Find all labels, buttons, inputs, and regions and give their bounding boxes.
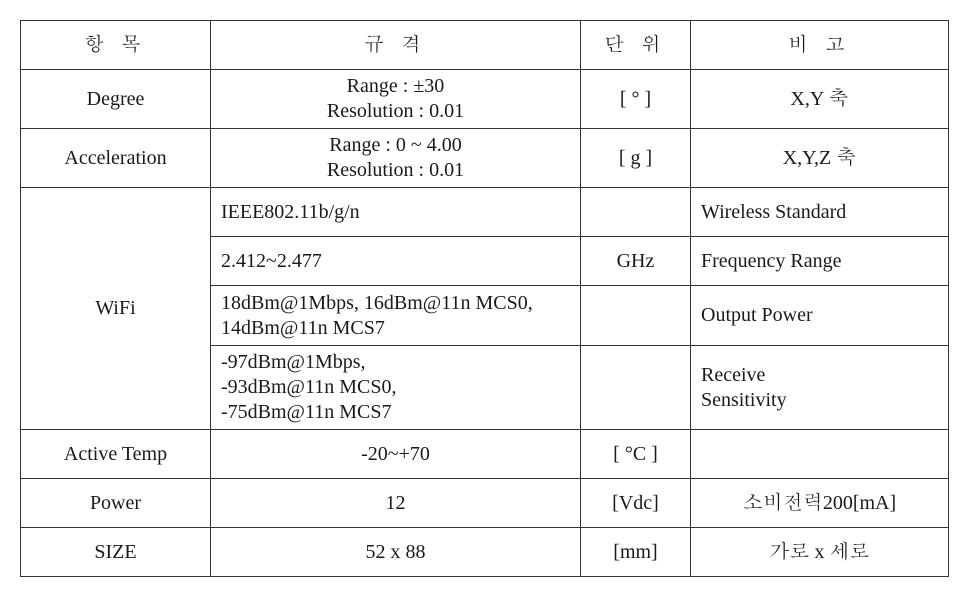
col-header-spec: 규 격 — [211, 21, 581, 70]
spec-line: Resolution : 0.01 — [327, 100, 464, 122]
cell-spec: 18dBm@1Mbps, 16dBm@11n MCS0, 14dBm@11n M… — [211, 286, 581, 346]
cell-unit: [Vdc] — [581, 479, 691, 528]
cell-note: X,Y,Z 축 — [691, 129, 949, 188]
note-line: Receive — [701, 364, 765, 386]
cell-spec: -97dBm@1Mbps, -93dBm@11n MCS0, -75dBm@11… — [211, 346, 581, 430]
spec-line: Range : 0 ~ 4.00 — [329, 134, 461, 156]
spec-line: -97dBm@1Mbps, — [221, 351, 366, 373]
cell-unit — [581, 286, 691, 346]
cell-item: Active Temp — [21, 430, 211, 479]
col-header-item: 항 목 — [21, 21, 211, 70]
cell-spec: 12 — [211, 479, 581, 528]
note-line: Sensitivity — [701, 389, 787, 411]
cell-unit — [581, 346, 691, 430]
cell-note: 가로 x 세로 — [691, 528, 949, 577]
cell-unit: GHz — [581, 237, 691, 286]
spec-table: 항 목 규 격 단 위 비 고 Degree Range : ±30 Resol… — [20, 20, 949, 577]
table-row: Acceleration Range : 0 ~ 4.00 Resolution… — [21, 129, 949, 188]
table-row: Power 12 [Vdc] 소비전력200[mA] — [21, 479, 949, 528]
cell-spec: 2.412~2.477 — [211, 237, 581, 286]
cell-spec: Range : ±30 Resolution : 0.01 — [211, 70, 581, 129]
cell-note — [691, 430, 949, 479]
col-header-unit: 단 위 — [581, 21, 691, 70]
table-row: SIZE 52 x 88 [mm] 가로 x 세로 — [21, 528, 949, 577]
cell-spec: 52 x 88 — [211, 528, 581, 577]
table-row: WiFi IEEE802.11b/g/n Wireless Standard — [21, 188, 949, 237]
cell-note: Frequency Range — [691, 237, 949, 286]
col-header-note: 비 고 — [691, 21, 949, 70]
table-header-row: 항 목 규 격 단 위 비 고 — [21, 21, 949, 70]
cell-spec: IEEE802.11b/g/n — [211, 188, 581, 237]
cell-item: SIZE — [21, 528, 211, 577]
table-row: Active Temp -20~+70 [ °C ] — [21, 430, 949, 479]
cell-note: X,Y 축 — [691, 70, 949, 129]
cell-spec: -20~+70 — [211, 430, 581, 479]
cell-item: Acceleration — [21, 129, 211, 188]
spec-line: Resolution : 0.01 — [327, 159, 464, 181]
cell-unit: [mm] — [581, 528, 691, 577]
cell-item: Power — [21, 479, 211, 528]
spec-line: Range : ±30 — [347, 75, 445, 97]
spec-line: -75dBm@11n MCS7 — [221, 401, 391, 423]
cell-unit: [ ° ] — [581, 70, 691, 129]
cell-item: Degree — [21, 70, 211, 129]
cell-note: 소비전력200[mA] — [691, 479, 949, 528]
cell-note: Wireless Standard — [691, 188, 949, 237]
cell-note: Output Power — [691, 286, 949, 346]
cell-unit: [ g ] — [581, 129, 691, 188]
cell-note: Receive Sensitivity — [691, 346, 949, 430]
table-row: Degree Range : ±30 Resolution : 0.01 [ °… — [21, 70, 949, 129]
cell-unit — [581, 188, 691, 237]
cell-item: WiFi — [21, 188, 211, 430]
cell-unit: [ °C ] — [581, 430, 691, 479]
spec-line: -93dBm@11n MCS0, — [221, 376, 396, 398]
cell-spec: Range : 0 ~ 4.00 Resolution : 0.01 — [211, 129, 581, 188]
